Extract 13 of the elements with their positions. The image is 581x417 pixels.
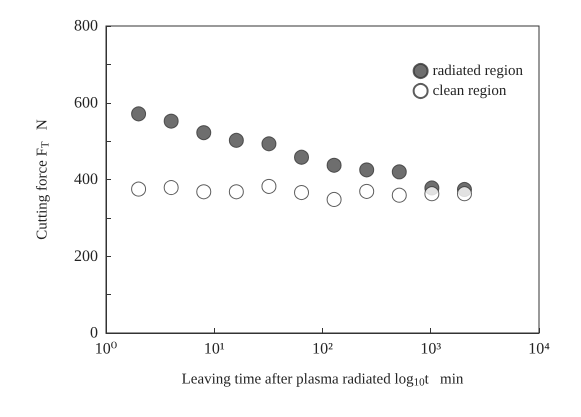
legend-label: clean region xyxy=(432,83,507,99)
x-tick-label: 10³ xyxy=(420,340,442,358)
x-tick-label: 10² xyxy=(312,340,334,358)
x-tick-label: 10⁴ xyxy=(528,340,550,358)
y-tick-label: 200 xyxy=(74,248,98,265)
x-tick-label: 10¹ xyxy=(204,340,225,358)
y-tick-label: 800 xyxy=(74,18,98,34)
y-tick-label: 400 xyxy=(74,171,98,188)
y-tick-label: 600 xyxy=(74,94,98,112)
x-tick-label: 10⁰ xyxy=(94,340,118,358)
y-axis-title: Cutting force FT N xyxy=(34,119,52,240)
y-tick-label: 0 xyxy=(90,324,98,342)
legend-label: radiated region xyxy=(432,63,524,79)
